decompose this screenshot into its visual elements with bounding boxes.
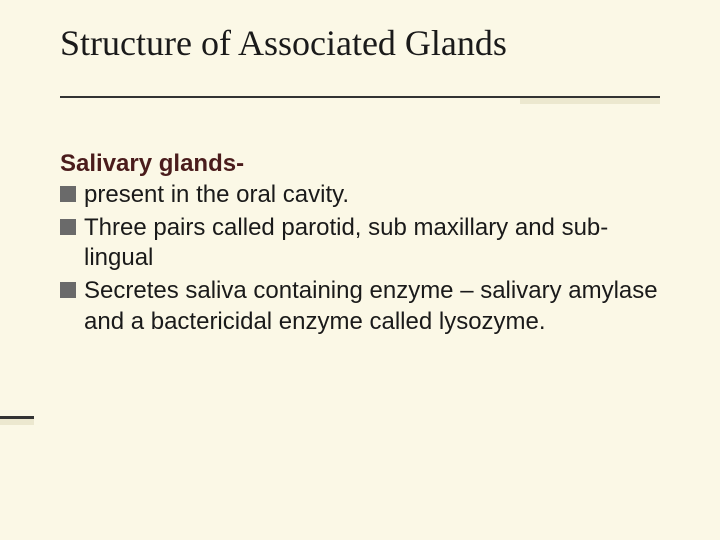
bullet-text: Three pairs called parotid, sub maxillar… — [84, 213, 660, 274]
bullet-icon — [60, 186, 76, 202]
bullet-icon — [60, 282, 76, 298]
slide-title: Structure of Associated Glands — [60, 24, 680, 64]
title-area: Structure of Associated Glands — [60, 24, 680, 64]
bullet-text: present in the oral cavity. — [84, 180, 660, 211]
title-underline-shadow — [520, 98, 660, 104]
bullet-text: Secretes saliva containing enzyme – sali… — [84, 276, 660, 337]
bullet-row: Secretes saliva containing enzyme – sali… — [60, 276, 660, 337]
slide: Structure of Associated Glands Salivary … — [0, 0, 720, 540]
bullet-icon — [60, 219, 76, 235]
bullet-row: Three pairs called parotid, sub maxillar… — [60, 213, 660, 274]
subheading: Salivary glands- — [60, 150, 660, 178]
bullet-row: present in the oral cavity. — [60, 180, 660, 211]
title-underline — [60, 96, 660, 112]
body-area: Salivary glands- present in the oral cav… — [60, 150, 660, 338]
left-margin-tick-shadow — [0, 419, 34, 425]
